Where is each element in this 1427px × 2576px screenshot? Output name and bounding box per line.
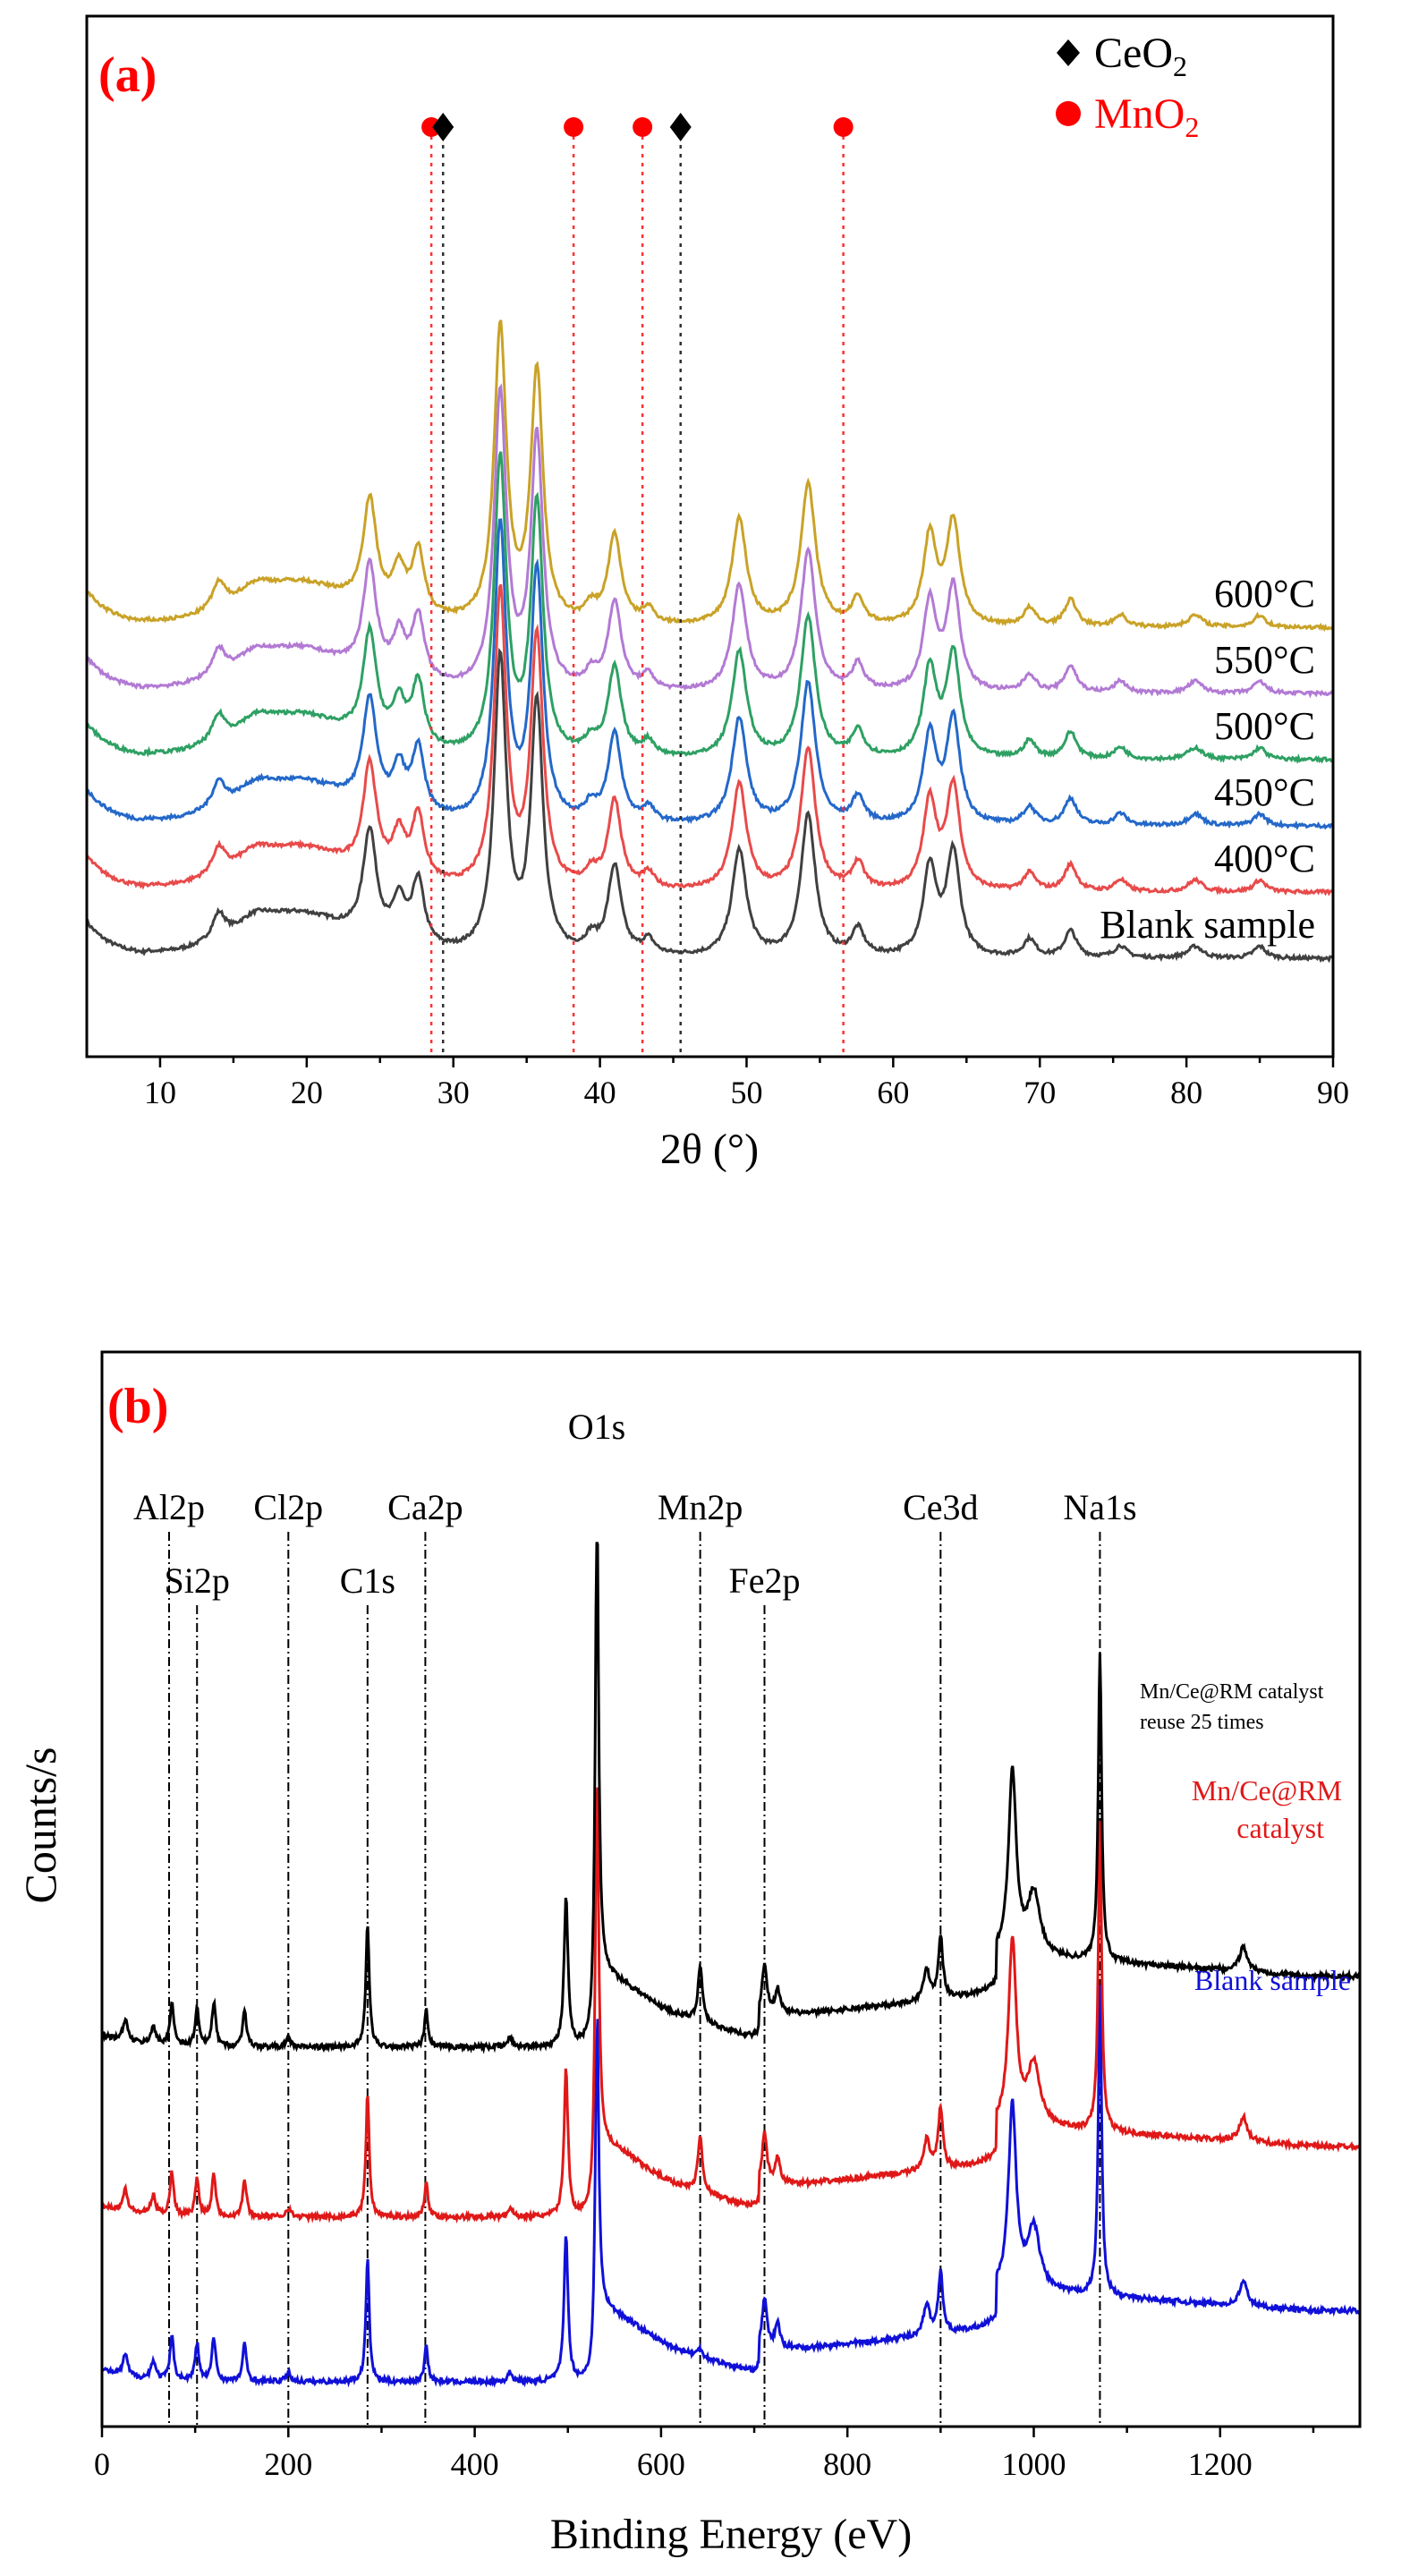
ceo2-marker-diamond-icon bbox=[669, 113, 692, 141]
xrd-curve-450-c bbox=[86, 518, 1333, 830]
xps-series-label-reuse: Mn/Ce@RM catalyst reuse 25 times bbox=[1140, 1680, 1329, 1734]
xps-curve-blank-sample bbox=[100, 1985, 1361, 2388]
xps-panel: Al2p Si2p Cl2p C1s Ca2p O1s Mn2p Fe2p Ce3d Na1s 0… bbox=[15, 1350, 1362, 2558]
xps-peak-labels: Al2p Si2p Cl2p C1s Ca2p O1s Mn2p Fe2p Ce3d Na1s bbox=[133, 1407, 1137, 1601]
xrd-x-tick-label: 50 bbox=[730, 1075, 762, 1110]
xps-peak-label-o1s: O1s bbox=[568, 1407, 625, 1447]
xps-x-tick-label: 0 bbox=[94, 2446, 110, 2482]
mno2-marker-circle-icon bbox=[833, 117, 854, 137]
ceo2-marker-diamond-icon bbox=[432, 113, 454, 141]
xrd-x-tick-label: 90 bbox=[1317, 1075, 1349, 1110]
xps-peak-label-c1s: C1s bbox=[340, 1560, 395, 1601]
xrd-panel-label: (a) bbox=[98, 47, 157, 103]
xps-peak-label-na1s: Na1s bbox=[1063, 1487, 1136, 1527]
ceo2-legend-label: CeO2 bbox=[1094, 30, 1187, 82]
xrd-curves bbox=[85, 319, 1334, 964]
xrd-curve-blank-sample bbox=[85, 647, 1333, 964]
xps-plot-frame bbox=[100, 1350, 1362, 2428]
xrd-series-label-550-c: 550°C bbox=[1214, 638, 1315, 682]
xps-x-axis-label: Binding Energy (eV) bbox=[550, 2511, 912, 2558]
xps-peak-label-si2p: Si2p bbox=[165, 1560, 230, 1601]
xrd-phase-markers bbox=[421, 113, 854, 141]
xrd-x-axis-label: 2θ (°) bbox=[660, 1126, 759, 1173]
xrd-x-tick-label: 60 bbox=[877, 1075, 909, 1110]
xrd-curve-500-c bbox=[85, 451, 1333, 764]
mno2-legend-circle-icon bbox=[1056, 101, 1081, 126]
xps-x-tick-label: 1000 bbox=[1001, 2446, 1066, 2482]
xrd-series-label-500-c: 500°C bbox=[1214, 704, 1315, 748]
xps-peak-label-ca2p: Ca2p bbox=[387, 1487, 463, 1527]
xps-curve-mn-ce-rm-catalyst bbox=[100, 1787, 1361, 2224]
xrd-legend: CeO2 MnO2 bbox=[1056, 30, 1199, 143]
xrd-reference-lines bbox=[429, 127, 845, 1057]
xps-x-tick-label: 1200 bbox=[1188, 2446, 1253, 2482]
xrd-series-label-400-c: 400°C bbox=[1214, 837, 1315, 880]
mno2-marker-circle-icon bbox=[633, 117, 653, 137]
xrd-panel: Blank sample 400°C 450°C 500°C 550°C 600°C 10… bbox=[85, 14, 1349, 1173]
xps-series-label-catalyst: Mn/Ce@RM catalyst bbox=[1192, 1774, 1349, 1844]
xrd-x-tick-label: 20 bbox=[291, 1075, 323, 1110]
xrd-x-tick-label: 80 bbox=[1170, 1075, 1202, 1110]
xrd-series-label-blank-sample: Blank sample bbox=[1100, 903, 1315, 947]
xrd-series-label-450-c: 450°C bbox=[1214, 770, 1315, 814]
xps-x-axis-ticks: 0 200 400 600 800 1000 1200 bbox=[94, 2427, 1315, 2482]
xrd-series-labels: Blank sample 400°C 450°C 500°C 550°C 600°C bbox=[1100, 572, 1315, 947]
xrd-x-tick-label: 70 bbox=[1024, 1075, 1056, 1110]
xps-peak-label-ce3d: Ce3d bbox=[903, 1487, 978, 1527]
xrd-curve-550-c bbox=[86, 383, 1334, 699]
xps-y-axis-label: Counts/s bbox=[15, 1747, 65, 1903]
xps-series-label-blank: Blank sample bbox=[1194, 1964, 1351, 1996]
xps-x-tick-label: 600 bbox=[637, 2446, 685, 2482]
xrd-curve-400-c bbox=[85, 583, 1334, 897]
mno2-legend-label: MnO2 bbox=[1094, 90, 1199, 143]
xps-x-tick-label: 400 bbox=[451, 2446, 499, 2482]
xps-x-tick-label: 800 bbox=[823, 2446, 871, 2482]
xrd-x-axis-ticks: 10 20 30 40 50 60 70 80 90 bbox=[144, 1057, 1349, 1110]
xps-peak-label-cl2p: Cl2p bbox=[253, 1487, 323, 1527]
xps-panel-label: (b) bbox=[107, 1379, 168, 1434]
xrd-x-tick-label: 10 bbox=[144, 1075, 176, 1110]
xps-reference-lines bbox=[167, 1532, 1101, 2427]
xps-peak-label-fe2p: Fe2p bbox=[728, 1560, 800, 1601]
xps-x-tick-label: 200 bbox=[264, 2446, 312, 2482]
xps-peak-label-al2p: Al2p bbox=[133, 1487, 205, 1527]
xrd-x-tick-label: 30 bbox=[437, 1075, 470, 1110]
xps-curve-mn-ce-rm-catalyst-reuse-25-times bbox=[100, 1541, 1361, 2054]
xrd-plot-frame bbox=[85, 14, 1335, 1058]
xrd-series-label-600-c: 600°C bbox=[1214, 572, 1315, 616]
xrd-x-tick-label: 40 bbox=[584, 1075, 616, 1110]
xrd-curve-600-c bbox=[86, 319, 1334, 632]
xps-peak-label-mn2p: Mn2p bbox=[658, 1487, 743, 1527]
ceo2-legend-diamond-icon bbox=[1057, 39, 1080, 66]
mno2-marker-circle-icon bbox=[564, 117, 584, 137]
xps-curves bbox=[100, 1541, 1361, 2388]
